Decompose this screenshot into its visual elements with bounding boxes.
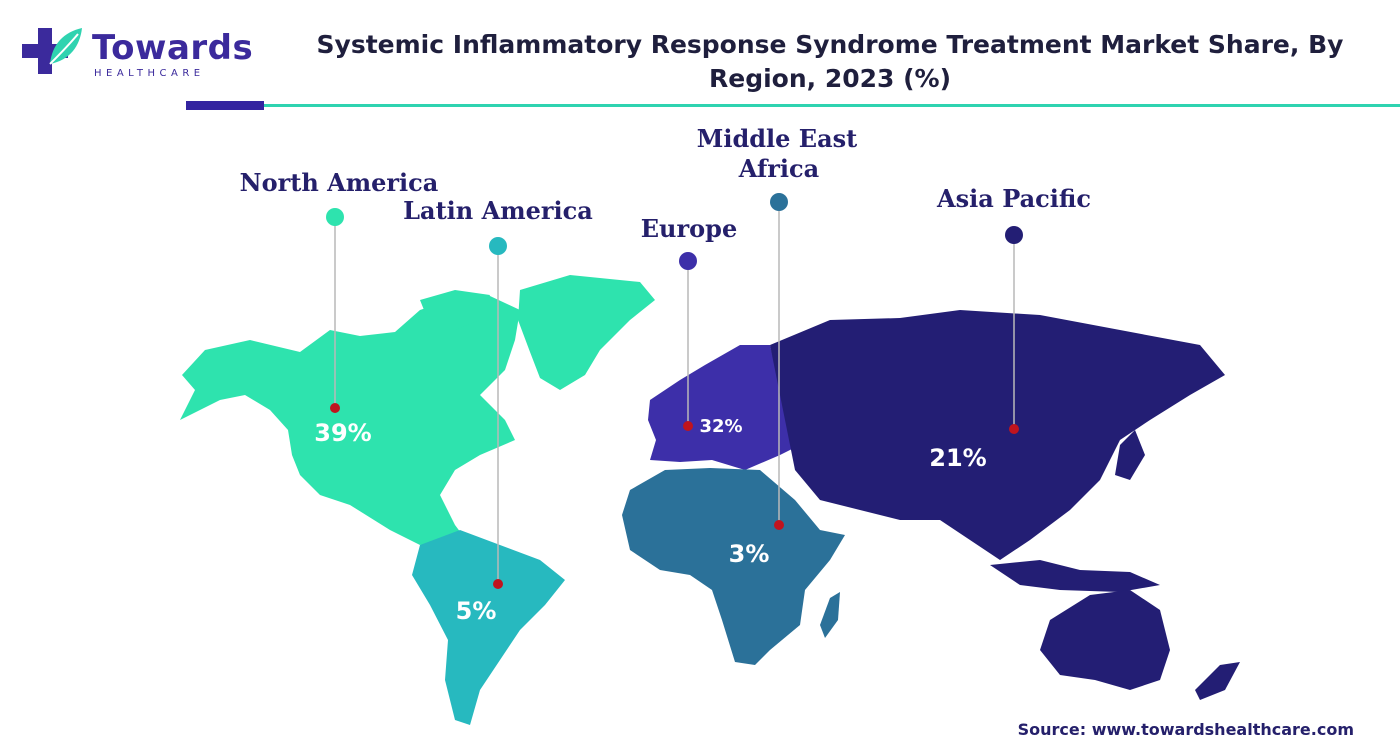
- share-middle-east-africa: 3%: [729, 540, 770, 568]
- marker-north-america: [330, 403, 340, 413]
- north-america-shape: [180, 296, 520, 545]
- region-latin-america: [412, 530, 565, 725]
- marker-asia-pacific: [1009, 424, 1019, 434]
- new-zealand-shape: [1195, 662, 1240, 700]
- logo-name: Towards: [92, 28, 254, 68]
- chart-title: Systemic Inflammatory Response Syndrome …: [316, 30, 1344, 93]
- region-name-middle-east-africa-line1: Middle East: [697, 124, 857, 153]
- share-asia-pacific: 21%: [929, 444, 986, 472]
- label-dot-europe: [679, 252, 697, 270]
- label-dot-asia-pacific: [1005, 226, 1023, 244]
- brand-logo: Towards HEALTHCARE: [20, 24, 253, 84]
- arctic-islands-shape: [420, 290, 490, 330]
- region-name-asia-pacific: Asia Pacific: [936, 184, 1091, 213]
- marker-middle-east-africa: [774, 520, 784, 530]
- region-name-north-america: North America: [240, 168, 439, 197]
- indonesia-shape: [990, 560, 1160, 592]
- logo-subtitle: HEALTHCARE: [94, 68, 205, 79]
- title-underline-accent: [186, 101, 264, 110]
- label-dot-latin-america: [489, 237, 507, 255]
- greenland-shape: [518, 275, 655, 390]
- share-europe: 32%: [699, 416, 742, 437]
- share-latin-america: 5%: [456, 597, 497, 625]
- share-north-america: 39%: [314, 419, 371, 447]
- marker-latin-america: [493, 579, 503, 589]
- region-name-middle-east-africa-line2: Africa: [738, 154, 819, 183]
- label-dot-middle-east-africa: [770, 193, 788, 211]
- title-underline: [264, 104, 1400, 107]
- region-north-america: [180, 275, 655, 545]
- asia-shape: [770, 310, 1225, 560]
- japan-shape: [1115, 430, 1145, 480]
- source-credit: Source: www.towardshealthcare.com: [1017, 720, 1354, 739]
- madagascar-shape: [820, 592, 840, 638]
- label-dot-north-america: [326, 208, 344, 226]
- region-asia-pacific: [770, 310, 1240, 700]
- region-middle-east-africa: [622, 468, 845, 665]
- region-name-europe: Europe: [641, 214, 737, 243]
- australia-shape: [1040, 590, 1170, 690]
- marker-europe: [683, 421, 693, 431]
- region-name-latin-america: Latin America: [403, 196, 593, 225]
- logo-cross-icon: [22, 28, 82, 74]
